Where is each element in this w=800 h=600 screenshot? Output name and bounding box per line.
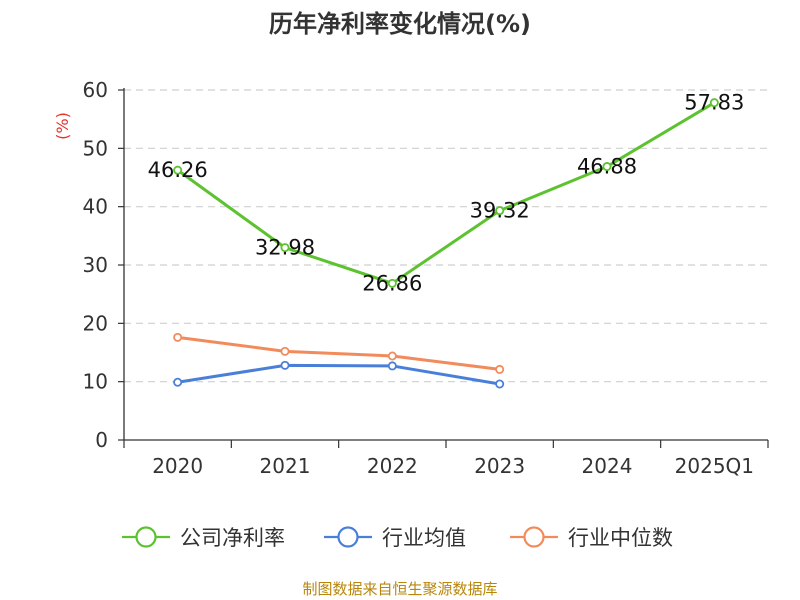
series-2 [173, 332, 505, 374]
data-point [387, 361, 397, 371]
data-point [387, 278, 397, 288]
legend-marker [337, 526, 359, 548]
series-group [173, 98, 719, 389]
data-label: 39.32 [470, 199, 530, 223]
data-point [495, 379, 505, 389]
data-label: 32.98 [255, 236, 315, 260]
chart-title: 历年净利率变化情况(%) [269, 10, 531, 38]
x-tick-label: 2022 [367, 454, 418, 478]
data-point [280, 360, 290, 370]
data-label: 46.88 [577, 155, 637, 179]
y-axis-label: (%) [53, 112, 72, 140]
legend: 公司净利率 行业均值 行业中位数 [122, 526, 673, 550]
series-line [177, 335, 500, 371]
series-line [176, 101, 716, 285]
y-tick-label: 10 [83, 370, 108, 394]
legend-item-1: 行业均值 [324, 526, 466, 550]
y-tick-label: 50 [83, 136, 108, 160]
data-label: 26.86 [362, 271, 422, 295]
legend-item-2: 行业中位数 [510, 526, 673, 550]
y-tick-label: 60 [83, 78, 108, 102]
data-label: 57.83 [684, 91, 744, 115]
data-point [280, 243, 290, 253]
x-tick-label: 2024 [582, 454, 633, 478]
gridlines [124, 89, 768, 383]
x-tick-label: 2025Q1 [675, 454, 754, 478]
data-point [495, 364, 505, 374]
legend-label: 公司净利率 [180, 526, 285, 550]
data-point [495, 206, 505, 216]
y-ticks: 0 10 20 30 40 50 60 [83, 78, 124, 452]
data-labels: 46.26 32.98 26.86 39.32 46.88 57.83 [148, 91, 745, 296]
data-point [173, 165, 183, 175]
series-line [177, 363, 500, 386]
x-tick-label: 2023 [474, 454, 525, 478]
legend-label: 行业中位数 [568, 526, 673, 550]
data-point [602, 162, 612, 172]
legend-item-0: 公司净利率 [122, 526, 285, 550]
y-tick-label: 30 [83, 253, 108, 277]
series-0 [173, 98, 719, 288]
data-point [173, 377, 183, 387]
x-ticks: 2020 2021 2022 2023 2024 2025Q1 [123, 440, 769, 478]
source-note: 制图数据来自恒生聚源数据库 [302, 580, 497, 598]
x-tick-label: 2021 [260, 454, 311, 478]
y-tick-label: 0 [95, 428, 108, 452]
data-point [280, 346, 290, 356]
y-tick-label: 20 [83, 311, 108, 335]
x-tick-label: 2020 [152, 454, 203, 478]
series-1 [173, 360, 505, 389]
legend-marker [523, 526, 545, 548]
data-point [387, 351, 397, 361]
data-point [709, 98, 719, 108]
axes [123, 88, 768, 441]
y-tick-label: 40 [83, 195, 108, 219]
data-point [173, 332, 183, 342]
legend-label: 行业均值 [382, 526, 466, 550]
legend-marker [135, 526, 157, 548]
data-label: 46.26 [148, 158, 208, 182]
